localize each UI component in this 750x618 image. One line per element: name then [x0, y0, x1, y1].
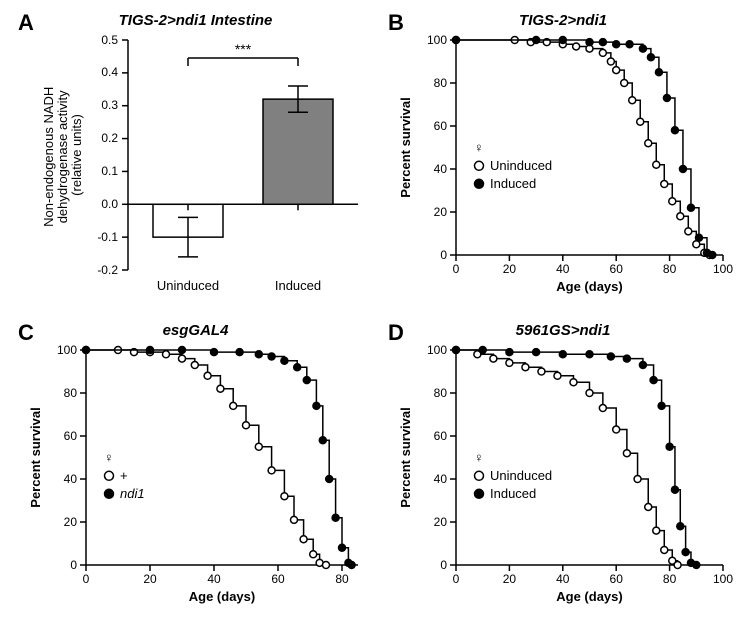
svg-text:Induced: Induced [490, 486, 536, 501]
svg-text:Age (days): Age (days) [556, 279, 622, 294]
svg-text:20: 20 [503, 262, 517, 276]
svg-text:80: 80 [663, 262, 677, 276]
panel-a-yticks: -0.2 -0.1 0.0 0.1 0.2 0.3 0.4 0.5 [97, 33, 128, 277]
panel-d: D 5961GS>ndi1 020406080100020406080100Pe… [388, 320, 738, 610]
xcat-induced: Induced [275, 278, 321, 293]
svg-text:0: 0 [440, 558, 447, 572]
svg-text:Uninduced: Uninduced [490, 158, 552, 173]
svg-text:Uninduced: Uninduced [490, 468, 552, 483]
svg-text:0: 0 [83, 572, 90, 586]
panel-c-chart: 0 20 40 60 80 100 0 20 40 60 80 Percent survival Age… [18, 320, 373, 610]
svg-text:20: 20 [503, 572, 517, 586]
svg-text:20: 20 [434, 205, 448, 219]
panel-b-chart: 0 20 40 60 80 100 0 20 40 60 80 100 Percent survival… [388, 10, 738, 300]
figure: A TIGS-2>ndi1 Intestine -0.2 -0.1 0.0 0.… [0, 0, 750, 618]
svg-text:♀: ♀ [474, 140, 484, 155]
svg-text:20: 20 [434, 515, 448, 529]
significance-bracket: *** [188, 41, 298, 66]
svg-text:♀: ♀ [474, 450, 484, 465]
svg-text:100: 100 [427, 33, 447, 47]
svg-text:Age (days): Age (days) [189, 589, 255, 604]
svg-text:60: 60 [434, 429, 448, 443]
panel-b-title: TIGS-2>ndi1 [388, 12, 738, 29]
significance-stars: *** [235, 41, 252, 57]
svg-text:0.0: 0.0 [101, 197, 118, 211]
panel-a-chart: -0.2 -0.1 0.0 0.1 0.2 0.3 0.4 0.5 [18, 10, 373, 300]
svg-text:80: 80 [434, 76, 448, 90]
svg-text:100: 100 [57, 343, 77, 357]
svg-text:0.4: 0.4 [101, 65, 118, 79]
svg-text:40: 40 [556, 572, 570, 586]
svg-text:60: 60 [64, 429, 78, 443]
bar-induced [263, 99, 333, 204]
svg-text:100: 100 [713, 572, 733, 586]
svg-text:-0.1: -0.1 [97, 230, 118, 244]
svg-text:100: 100 [427, 343, 447, 357]
svg-text:80: 80 [663, 572, 677, 586]
svg-text:40: 40 [434, 472, 448, 486]
svg-text:80: 80 [335, 572, 349, 586]
svg-text:40: 40 [556, 262, 570, 276]
svg-text:40: 40 [434, 162, 448, 176]
svg-text:60: 60 [434, 119, 448, 133]
panel-a: A TIGS-2>ndi1 Intestine -0.2 -0.1 0.0 0.… [18, 10, 373, 300]
svg-text:ndi1: ndi1 [120, 486, 145, 501]
svg-text:20: 20 [64, 515, 78, 529]
svg-text:♀: ♀ [104, 450, 114, 465]
svg-text:0: 0 [453, 262, 460, 276]
panel-a-bars [153, 86, 333, 257]
svg-text:40: 40 [64, 472, 78, 486]
svg-text:60: 60 [271, 572, 285, 586]
svg-text:60: 60 [610, 572, 624, 586]
svg-text:Percent survival: Percent survival [398, 407, 413, 507]
svg-text:0: 0 [70, 558, 77, 572]
svg-text:100: 100 [713, 262, 733, 276]
svg-text:0.3: 0.3 [101, 98, 118, 112]
svg-text:Induced: Induced [490, 176, 536, 191]
panel-a-title: TIGS-2>ndi1 Intestine [18, 12, 373, 29]
panel-a-ylabel: Non-endogenous NADH dehydrogenase activi… [41, 83, 84, 227]
svg-text:20: 20 [143, 572, 157, 586]
xcat-uninduced: Uninduced [157, 278, 219, 293]
svg-text:+: + [120, 468, 128, 483]
panel-d-chart: 0 20 40 60 80 100 0 20 40 60 80 100 Percent survival… [388, 320, 738, 610]
svg-text:40: 40 [207, 572, 221, 586]
panel-c-title: esgGAL4 [18, 322, 373, 339]
svg-text:Percent survival: Percent survival [28, 407, 43, 507]
panel-b: B TIGS-2>ndi1 020406080100020406080100Pe… [388, 10, 738, 300]
svg-text:0: 0 [440, 248, 447, 262]
svg-text:Percent survival: Percent survival [398, 97, 413, 197]
svg-text:0.1: 0.1 [101, 164, 118, 178]
svg-text:-0.2: -0.2 [97, 263, 118, 277]
svg-text:60: 60 [610, 262, 624, 276]
svg-text:0.5: 0.5 [101, 33, 118, 47]
panel-d-title: 5961GS>ndi1 [388, 322, 738, 339]
panel-c: C esgGAL4 020406080100020406080Percent s… [18, 320, 373, 610]
svg-text:0.2: 0.2 [101, 131, 118, 145]
svg-text:80: 80 [434, 386, 448, 400]
svg-text:0: 0 [453, 572, 460, 586]
svg-text:Age (days): Age (days) [556, 589, 622, 604]
svg-text:80: 80 [64, 386, 78, 400]
